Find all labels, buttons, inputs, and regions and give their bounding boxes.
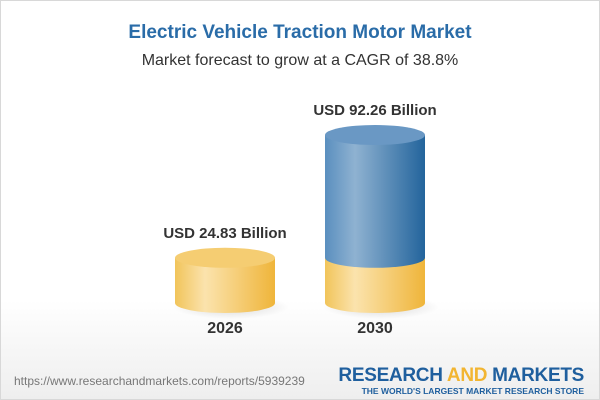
logo-text-3: MARKETS bbox=[487, 365, 584, 386]
bar-growth-2030-body bbox=[325, 135, 425, 268]
data-label-2026: USD 24.83 Billion bbox=[163, 225, 286, 242]
bar-top-2030 bbox=[325, 125, 425, 145]
bar-base-2030-body bbox=[325, 257, 425, 313]
bar-base-2026-body bbox=[175, 257, 275, 313]
category-label-2026: 2026 bbox=[207, 320, 243, 337]
research-and-markets-logo: RESEARCH AND MARKETS THE WORLD'S LARGEST… bbox=[338, 365, 584, 397]
logo-text-1: RESEARCH bbox=[338, 365, 447, 386]
chart-title: Electric Vehicle Traction Motor Market bbox=[128, 22, 472, 43]
source-url[interactable]: https://www.researchandmarkets.com/repor… bbox=[14, 374, 305, 388]
logo-text-2: AND bbox=[446, 365, 488, 386]
category-label-2030: 2030 bbox=[357, 320, 393, 337]
logo-tagline: THE WORLD'S LARGEST MARKET RESEARCH STOR… bbox=[361, 386, 584, 396]
chart-subtitle: Market forecast to grow at a CAGR of 38.… bbox=[141, 52, 459, 69]
data-label-2030: USD 92.26 Billion bbox=[313, 102, 436, 119]
bar-top-2026 bbox=[175, 247, 275, 268]
